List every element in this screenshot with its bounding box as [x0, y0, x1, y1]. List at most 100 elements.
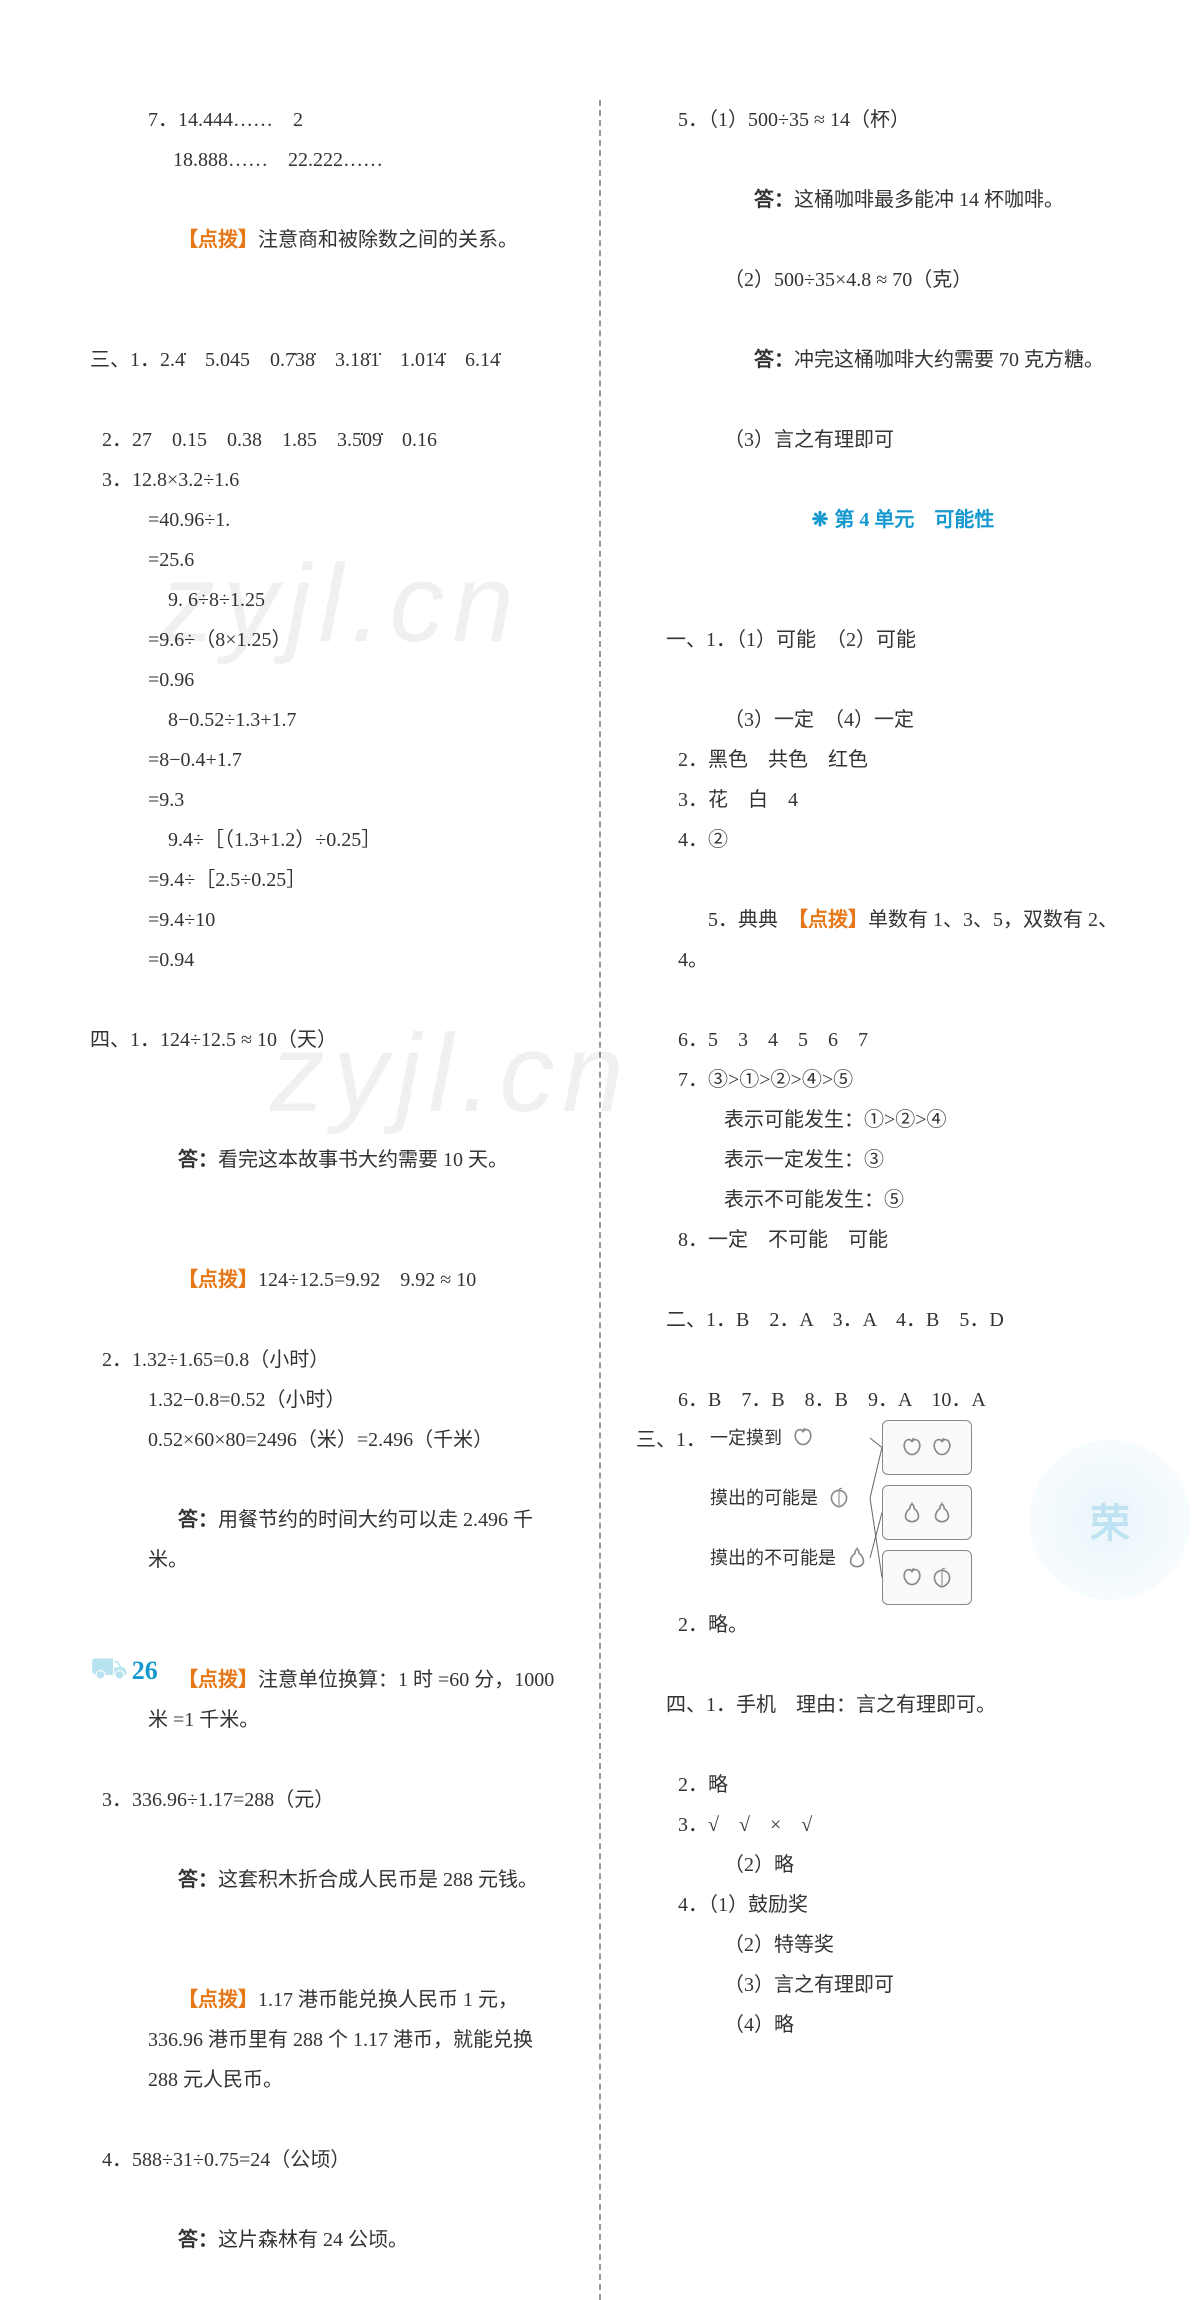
- line: 8．一定 不可能 可能: [636, 1220, 1140, 1260]
- answer-line: 答：用餐节约的时间大约可以走 2.496 千米。: [60, 1460, 564, 1620]
- line: 2．略: [636, 1765, 1140, 1805]
- line: =9.6÷（8×1.25）: [60, 620, 564, 660]
- page-number-wrap: ⛟ 26: [90, 1652, 158, 1690]
- left-column: 7．14.444…… 2 18.888…… 22.222…… 【点拨】注意商和被…: [60, 100, 579, 2300]
- match-label: 一定摸到: [710, 1420, 870, 1456]
- answer-label: 答：: [178, 1509, 218, 1531]
- line-text: 1．手机 理由：言之有理即可。: [706, 1694, 996, 1716]
- line: （2）500÷35×4.8 ≈ 70（克）: [636, 260, 1140, 300]
- section-label: 三、: [636, 1420, 676, 1460]
- line-text: 1．2.4̇ 5.045 0.7̇38̇ 3.18̇1̇ 1.01̇4̇ 6.1…: [130, 349, 500, 371]
- line: 4．588÷31÷0.75=24（公顷）: [60, 2140, 564, 2180]
- answer-line: 答：这片森林有 24 公顷。: [60, 2180, 564, 2300]
- answer-text: 这片森林有 24 公顷。: [218, 2229, 408, 2251]
- line: =9.4÷10: [60, 900, 564, 940]
- car-icon: ⛟: [90, 1652, 128, 1690]
- line: =9.3: [60, 780, 564, 820]
- match-boxes: [882, 1420, 972, 1605]
- line-text: 5．典典: [708, 909, 798, 931]
- line: （3）言之有理即可: [636, 420, 1140, 460]
- line: =40.96÷1.: [60, 500, 564, 540]
- line: 4．②: [636, 820, 1140, 860]
- answer-text: 这套积木折合成人民币是 288 元钱。: [218, 1869, 538, 1891]
- line: =25.6: [60, 540, 564, 580]
- unit-title-text: 第 4 单元 可能性: [834, 509, 994, 531]
- section-label: 四、: [90, 1029, 130, 1051]
- section-si: 四、1．手机 理由：言之有理即可。: [636, 1645, 1140, 1765]
- answer-line: 答：看完这本故事书大约需要 10 天。: [60, 1100, 564, 1220]
- line: 7．14.444…… 2: [60, 100, 564, 140]
- section-label: 二、: [666, 1309, 706, 1331]
- line: 9. 6÷8÷1.25: [60, 580, 564, 620]
- line: 5．（1）500÷35 ≈ 14（杯）: [636, 100, 1140, 140]
- section-3: 三、1．2.4̇ 5.045 0.7̇38̇ 3.18̇1̇ 1.01̇4̇ 6…: [60, 300, 564, 420]
- line: =9.4÷［2.5÷0.25］: [60, 860, 564, 900]
- answer-line: 答：冲完这桶咖啡大约需要 70 克方糖。: [636, 300, 1140, 420]
- line: （3）一定 （4）一定: [636, 700, 1140, 740]
- fruit-box: [882, 1420, 972, 1475]
- tip-text: 注意商和被除数之间的关系。: [258, 229, 518, 251]
- line: 2．略。: [636, 1605, 1140, 1645]
- tip-label: 【点拨】: [178, 229, 258, 251]
- line: 5．典典 【点拨】单数有 1、3、5，双数有 2、4。: [636, 860, 1140, 1020]
- line: （3）言之有理即可: [636, 1965, 1140, 2005]
- right-column: 5．（1）500÷35 ≈ 14（杯） 答：这桶咖啡最多能冲 14 杯咖啡。 （…: [621, 100, 1140, 2300]
- line-text: 1．（1）可能 （2）可能: [706, 629, 916, 651]
- page-content: 7．14.444…… 2 18.888…… 22.222…… 【点拨】注意商和被…: [60, 100, 1140, 2300]
- line: 6．B 7．B 8．B 9．A 10．A: [636, 1380, 1140, 1420]
- section-label: 四、: [666, 1694, 706, 1716]
- line: 2．1.32÷1.65=0.8（小时）: [60, 1340, 564, 1380]
- line: =0.94: [60, 940, 564, 980]
- paw-icon: ❋: [812, 509, 829, 531]
- line: 表示一定发生：③: [636, 1140, 1140, 1180]
- fruit-box: [882, 1550, 972, 1605]
- tip-line: 【点拨】124÷12.5=9.92 9.92 ≈ 10: [60, 1220, 564, 1340]
- line: 1.32−0.8=0.52（小时）: [60, 1380, 564, 1420]
- tip-text: 124÷12.5=9.92 9.92 ≈ 10: [258, 1269, 476, 1291]
- line: 7．③>①>②>④>⑤: [636, 1060, 1140, 1100]
- answer-text: 冲完这桶咖啡大约需要 70 克方糖。: [794, 349, 1104, 371]
- match-label: 摸出的可能是: [710, 1480, 870, 1516]
- section-er: 二、1．B 2．A 3．A 4．B 5．D: [636, 1260, 1140, 1380]
- answer-label: 答：: [178, 2229, 218, 2251]
- match-label: 摸出的不可能是: [710, 1540, 870, 1576]
- line: （2）特等奖: [636, 1925, 1140, 1965]
- tip-label: 【点拨】: [178, 1669, 258, 1691]
- answer-text: 这桶咖啡最多能冲 14 杯咖啡。: [794, 189, 1064, 211]
- tip-line: 【点拨】注意单位换算：1 时 =60 分，1000 米 =1 千米。: [60, 1620, 564, 1780]
- line: （4）略: [636, 2005, 1140, 2045]
- line: 18.888…… 22.222……: [60, 140, 564, 180]
- line-text: 1．: [676, 1420, 706, 1460]
- answer-line: 答：这套积木折合成人民币是 288 元钱。: [60, 1820, 564, 1940]
- answer-label: 答：: [754, 189, 794, 211]
- line: 2．黑色 共色 红色: [636, 740, 1140, 780]
- decorative-seal: 荣: [1030, 1440, 1190, 1600]
- answer-line: 答：这桶咖啡最多能冲 14 杯咖啡。: [636, 140, 1140, 260]
- section-4: 四、1．124÷12.5 ≈ 10（天）: [60, 980, 564, 1100]
- line: 6．5 3 4 5 6 7: [636, 1020, 1140, 1060]
- line: 8−0.52÷1.3+1.7: [60, 700, 564, 740]
- tip-label: 【点拨】: [178, 1989, 258, 2011]
- section-label: 三、: [90, 349, 130, 371]
- column-divider: [599, 100, 601, 2300]
- answer-label: 答：: [178, 1869, 218, 1891]
- answer-label: 答：: [754, 349, 794, 371]
- unit-title: ❋第 4 单元 可能性: [636, 460, 1140, 580]
- section-label: 一、: [666, 629, 706, 651]
- line: 4．（1）鼓励奖: [636, 1885, 1140, 1925]
- matching-diagram: 一定摸到摸出的可能是摸出的不可能是: [710, 1420, 972, 1605]
- answer-text: 看完这本故事书大约需要 10 天。: [218, 1149, 508, 1171]
- line: 2．27 0.15 0.38 1.85 3.5̇09̇ 0.16: [60, 420, 564, 460]
- line: 3．花 白 4: [636, 780, 1140, 820]
- line: 9.4÷［（1.3+1.2）÷0.25］: [60, 820, 564, 860]
- line-text: 1．124÷12.5 ≈ 10（天）: [130, 1029, 337, 1051]
- page-number: 26: [132, 1656, 158, 1686]
- line: 表示可能发生：①>②>④: [636, 1100, 1140, 1140]
- line: 0.52×60×80=2496（米）=2.496（千米）: [60, 1420, 564, 1460]
- line: 3．336.96÷1.17=288（元）: [60, 1780, 564, 1820]
- line: （2）略: [636, 1845, 1140, 1885]
- tip-label: 【点拨】: [798, 909, 868, 931]
- tip-line: 【点拨】1.17 港币能兑换人民币 1 元，336.96 港币里有 288 个 …: [60, 1940, 564, 2140]
- line: =0.96: [60, 660, 564, 700]
- line: 3．√ √ × √: [636, 1805, 1140, 1845]
